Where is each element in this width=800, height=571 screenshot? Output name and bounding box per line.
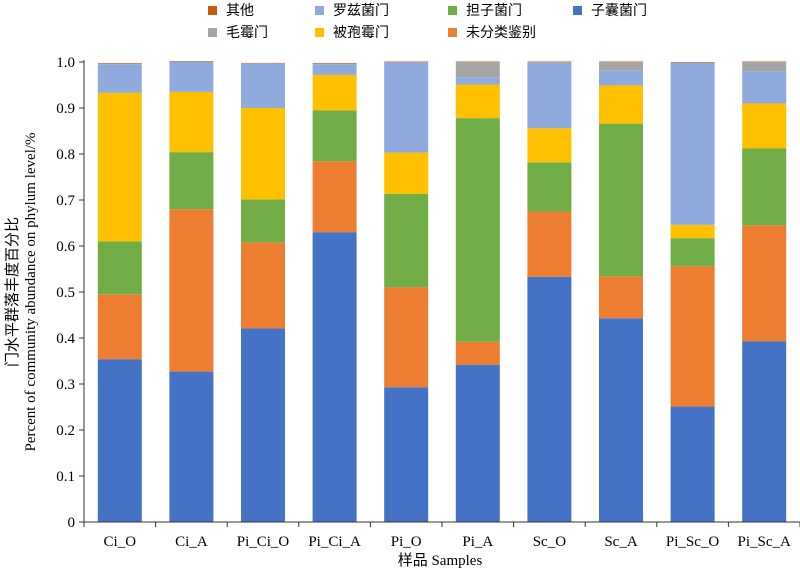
bar-segment-Ci_A-s1 xyxy=(169,209,214,372)
x-tick-label: Ci_O xyxy=(104,534,137,550)
y-tick-label: 0.5 xyxy=(56,285,75,301)
bar-segment-Pi_Ci_O-s1 xyxy=(241,242,285,329)
bar-segment-Pi_Sc_A-s3 xyxy=(742,103,787,149)
bar-segment-Pi_Sc_O-s4 xyxy=(670,62,715,225)
bar-segment-Sc_A-s5 xyxy=(599,62,643,71)
x-tick-label: Pi_Ci_O xyxy=(237,534,290,550)
bar-segment-Ci_O-s5 xyxy=(97,63,142,65)
bar-segment-Pi_Sc_A-s2 xyxy=(742,148,787,226)
y-tick-label: 0.4 xyxy=(56,331,75,347)
bar-segment-Ci_O-s3 xyxy=(97,92,142,242)
bar-segment-Pi_A-s3 xyxy=(455,84,500,119)
legend-label: 担子菌门 xyxy=(466,3,522,19)
bar-segment-Pi_Ci_O-s2 xyxy=(241,199,285,243)
bar-segment-Pi_Sc_A-s4 xyxy=(742,71,787,104)
bar-segment-Pi_Sc_O-s1 xyxy=(670,266,715,407)
bar-segment-Pi_Ci_O-s4 xyxy=(241,63,285,108)
legend-label: 罗兹菌门 xyxy=(333,3,389,19)
y-tick-label: 0.6 xyxy=(56,239,75,255)
y-tick-label: 0 xyxy=(68,515,76,531)
x-axis-label: 样品 Samples xyxy=(398,552,483,569)
legend-swatch xyxy=(315,6,324,15)
bar-segment-Ci_A-s0 xyxy=(169,371,214,522)
bar-segment-Pi_Sc_O-s2 xyxy=(670,238,715,267)
legend-label: 子囊菌门 xyxy=(591,2,647,19)
legend-label: 其他 xyxy=(226,3,254,19)
bar-segment-Sc_A-s2 xyxy=(599,123,643,277)
bar-segment-Sc_O-s3 xyxy=(527,128,572,163)
bar-segment-Pi_Sc_A-s1 xyxy=(742,225,787,342)
bar-segment-Ci_O-s1 xyxy=(97,294,142,360)
bar-segment-Pi_Ci_A-s0 xyxy=(312,232,357,522)
bar-segment-Pi_A-s1 xyxy=(455,341,500,365)
x-tick-label: Pi_Sc_A xyxy=(738,534,792,550)
bar-segment-Pi_Sc_O-s3 xyxy=(670,224,715,239)
bar-segment-Pi_A-s2 xyxy=(455,118,500,342)
y-axis-label-english: Percent of community abundance on phylum… xyxy=(23,132,39,451)
bar-segment-Pi_Sc_O-s0 xyxy=(670,406,715,522)
legend-label: 毛霉门 xyxy=(226,25,268,41)
x-tick-label: Ci_A xyxy=(175,534,208,550)
bar-segment-Pi_O-s0 xyxy=(384,387,429,522)
x-tick-label: Sc_A xyxy=(604,534,638,550)
x-tick-label: Pi_O xyxy=(391,534,422,550)
y-tick-label: 0.1 xyxy=(56,469,75,485)
bar-segment-Pi_O-s2 xyxy=(384,194,429,288)
y-tick-label: 1.0 xyxy=(56,55,75,71)
bar-segment-Sc_O-s0 xyxy=(527,276,572,522)
bar-segment-Sc_A-s3 xyxy=(599,85,643,124)
legend-swatch xyxy=(315,28,324,37)
bar-segment-Ci_O-s0 xyxy=(97,359,142,522)
bar-segment-Ci_O-s4 xyxy=(97,64,142,93)
y-tick-label: 0.9 xyxy=(56,101,75,117)
x-tick-label: Pi_Ci_A xyxy=(308,534,361,550)
y-tick-label: 0.7 xyxy=(56,193,75,209)
legend-swatch xyxy=(208,28,217,37)
y-tick-label: 0.3 xyxy=(56,377,75,393)
bar-segment-Pi_A-s5 xyxy=(455,62,500,78)
bar-segment-Ci_A-s4 xyxy=(169,62,214,92)
bar-segment-Pi_Ci_A-s3 xyxy=(312,74,357,111)
x-tick-label: Pi_Sc_O xyxy=(666,534,720,550)
legend-swatch xyxy=(208,6,217,15)
bar-segment-Pi_Ci_O-s3 xyxy=(241,108,285,200)
bar-segment-Pi_O-s4 xyxy=(384,62,429,153)
bar-segment-Sc_O-s4 xyxy=(527,62,572,129)
bar-segment-Pi_Ci_A-s4 xyxy=(312,64,357,75)
legend-swatch xyxy=(448,28,457,37)
bar-segment-Pi_A-s4 xyxy=(455,77,500,85)
bar-segment-Pi_Ci_O-s0 xyxy=(241,328,285,522)
bar-segment-Sc_O-s5 xyxy=(527,62,572,63)
bar-segment-Sc_O-s2 xyxy=(527,162,572,212)
bar-segment-Pi_Ci_A-s2 xyxy=(312,110,357,162)
axes: 0 0.1 0.2 0.3 0.4 0.5 0.6 0.7 0.8 0.9 1.0 Ci_O Ci_A P… xyxy=(56,55,800,550)
bar-segment-Pi_Ci_A-s5 xyxy=(312,63,357,65)
legend-label: 被孢霉门 xyxy=(333,25,389,41)
bar-segment-Sc_A-s1 xyxy=(599,276,643,319)
legend-swatch xyxy=(448,6,457,15)
bar-segment-Ci_A-s3 xyxy=(169,91,214,153)
bar-area xyxy=(97,61,787,522)
bar-segment-Ci_A-s2 xyxy=(169,152,214,210)
x-tick-label: Pi_A xyxy=(462,534,493,550)
bar-segment-Pi_O-s3 xyxy=(384,152,429,195)
bar-segment-Sc_A-s0 xyxy=(599,318,643,522)
y-tick-label: 0.2 xyxy=(56,423,75,439)
y-axis-label-chinese: 门水平群落丰度百分比 xyxy=(4,217,21,367)
bar-segment-Pi_Sc_A-s5 xyxy=(742,62,787,72)
bar-segment-Sc_O-s1 xyxy=(527,211,572,277)
bar-segment-Pi_Ci_A-s1 xyxy=(312,161,357,233)
bar-segment-Ci_O-s2 xyxy=(97,241,142,295)
bar-segment-Sc_A-s4 xyxy=(599,70,643,86)
legend-swatch xyxy=(573,6,582,15)
y-tick-label: 0.8 xyxy=(56,147,75,163)
bar-segment-Pi_A-s0 xyxy=(455,364,500,522)
bar-segment-Pi_Sc_A-s0 xyxy=(742,341,787,522)
legend-label: 未分类鉴别 xyxy=(466,25,536,41)
bar-segment-Pi_O-s1 xyxy=(384,287,429,388)
x-tick-label: Sc_O xyxy=(533,534,567,550)
